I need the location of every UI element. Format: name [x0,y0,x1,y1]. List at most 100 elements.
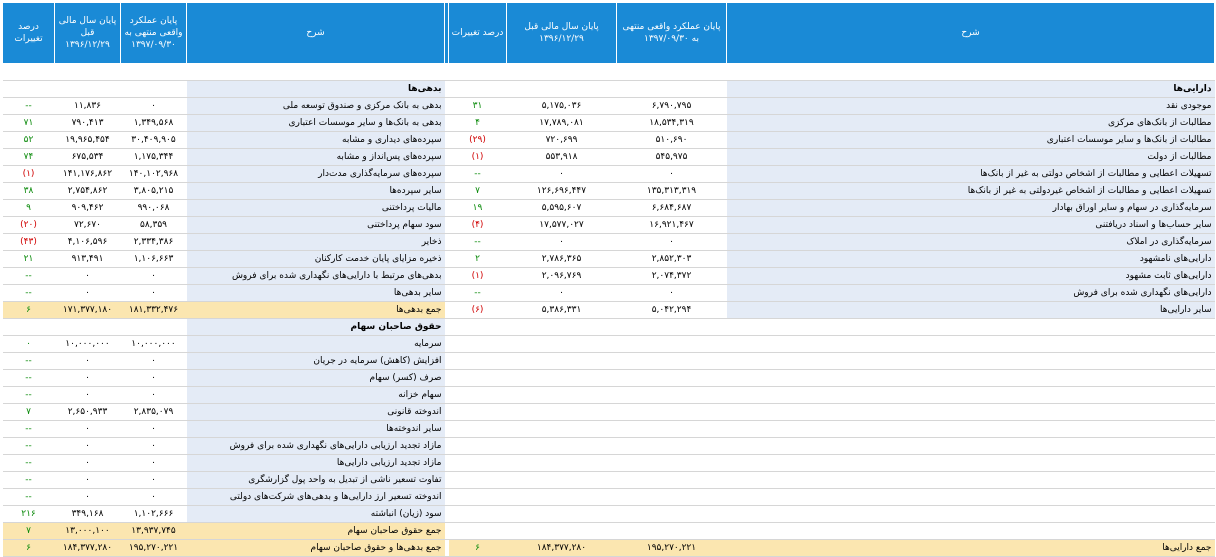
empty-cell [726,403,1215,421]
liability-current-value: ۰ [120,267,187,285]
empty-cell [616,420,727,438]
column-gap [444,216,449,234]
asset-current-value: ۵۴۵,۹۷۵ [616,148,727,166]
liability-current-value: ۱,۱۰۶,۶۶۳ [120,250,187,268]
column-gap [444,199,449,217]
asset-prior-value: ۰ [506,233,617,251]
liability-current-value: ۰ [120,454,187,472]
empty-cell [120,63,187,81]
liability-label: تفاوت تسعیر ناشی از تبدیل به واحد پول گز… [186,471,445,489]
empty-cell [448,80,507,98]
empty-cell [616,318,727,336]
column-gap [444,80,449,98]
column-gap [444,284,449,302]
empty-cell [54,318,121,336]
liabilities-section-title: حقوق صاحبان سهام [186,318,445,336]
empty-cell [616,471,727,489]
liability-prior-value: ۰ [54,352,121,370]
liability-label: اندوخته تسعیر ارز دارایی‌ها و بدهی‌های ش… [186,488,445,506]
asset-change-percent: ۶ [448,539,507,557]
empty-cell [726,63,1215,81]
liability-change-percent: -- [2,97,55,115]
liability-prior-value: ۱۰,۰۰۰,۰۰۰ [54,335,121,353]
liability-prior-value: ۰ [54,267,121,285]
table-body: دارایی‌ها بدهی‌ها موجودی نقد ۶,۷۹۰,۷۹۵ ۵,۱۷۵… [2,63,1215,557]
liability-prior-value: ۰ [54,284,121,302]
empty-cell [726,352,1215,370]
liability-label: ذخایر [186,233,445,251]
empty-cell [616,403,727,421]
liabilities-desc-header: شرح [186,2,445,64]
asset-label: دارایی‌های نامشهود [726,250,1215,268]
liability-label: سپرده‌های پس‌انداز و مشابه [186,148,445,166]
empty-cell [448,505,507,523]
asset-label: مطالبات از دولت [726,148,1215,166]
column-gap [444,369,449,387]
liability-current-value: ۱۹۵,۲۷۰,۲۲۱ [120,539,187,557]
empty-cell [616,352,727,370]
asset-current-value: ۱۳۵,۳۱۳,۳۱۹ [616,182,727,200]
empty-cell [120,80,187,98]
empty-cell [448,522,507,540]
asset-change-percent: -- [448,165,507,183]
column-gap [444,182,449,200]
liability-prior-value: ۰ [54,369,121,387]
liability-change-percent: -- [2,267,55,285]
table-row: دارایی‌های ثابت مشهود ۲,۰۷۴,۳۷۲ ۲,۰۹۶,۷۶۹(… [2,267,1215,285]
liability-change-percent: -- [2,488,55,506]
liability-prior-value: ۷۹۰,۴۱۳ [54,114,121,132]
empty-cell [506,437,617,455]
asset-prior-value: ۷۲۰,۶۹۹ [506,131,617,149]
empty-cell [616,80,727,98]
liability-current-value: ۳,۸۰۵,۲۱۵ [120,182,187,200]
table-row: سرمایه‌گذاری در سهام و سایر اوراق بهادار… [2,199,1215,217]
column-gap [444,352,449,370]
empty-cell [448,488,507,506]
liability-prior-value: ۰ [54,437,121,455]
asset-current-value: ۱۹۵,۲۷۰,۲۲۱ [616,539,727,557]
column-gap [444,522,449,540]
asset-prior-value: ۵۵۳,۹۱۸ [506,148,617,166]
empty-cell [506,386,617,404]
table-row: سایر اندوخته‌ها ۰ ۰ -- [2,420,1215,438]
empty-cell [506,522,617,540]
table-row: دارایی‌های نامشهود ۲,۸۵۲,۳۰۳ ۲,۷۸۶,۳۶۵ ۲ ذخی… [2,250,1215,268]
column-gap [444,403,449,421]
asset-current-value: ۰ [616,284,727,302]
asset-prior-value: ۵,۱۷۵,۰۳۶ [506,97,617,115]
liability-prior-value: ۰ [54,488,121,506]
liability-change-percent: ۹ [2,199,55,217]
liability-current-value: ۱,۱۰۲,۶۶۶ [120,505,187,523]
table-row: اندوخته تسعیر ارز دارایی‌ها و بدهی‌های ش… [2,488,1215,506]
assets-change-header: درصد تغییرات [448,2,507,64]
asset-current-value: ۵,۰۴۲,۲۹۴ [616,301,727,319]
liability-change-percent: ۲۱۶ [2,505,55,523]
asset-current-value: ۶,۶۸۴,۶۸۷ [616,199,727,217]
asset-current-value: ۶,۷۹۰,۷۹۵ [616,97,727,115]
liability-prior-value: ۱۱,۸۳۶ [54,97,121,115]
column-gap [444,539,449,557]
asset-prior-value: ۲,۰۹۶,۷۶۹ [506,267,617,285]
liability-change-percent: ۵۲ [2,131,55,149]
liability-label: بدهی‌های مرتبط با دارایی‌های نگهداری شده… [186,267,445,285]
asset-prior-value: ۵,۳۸۶,۳۳۱ [506,301,617,319]
liabilities-change-header: درصد تغییرات [2,2,55,64]
liability-label: صرف (کسر) سهام [186,369,445,387]
empty-cell [448,471,507,489]
empty-cell [448,352,507,370]
asset-change-percent: (۶) [448,301,507,319]
column-gap [444,437,449,455]
table-row: سهام خزانه ۰ ۰ -- [2,386,1215,404]
column-gap [444,386,449,404]
liability-prior-value: ۱۳,۰۰۰,۱۰۰ [54,522,121,540]
table-row: حقوق صاحبان سهام [2,318,1215,336]
liability-prior-value: ۳۴۹,۱۶۸ [54,505,121,523]
empty-cell [506,454,617,472]
column-gap [444,318,449,336]
liability-current-value: ۵۸,۳۵۹ [120,216,187,234]
liability-current-value: ۱۰,۰۰۰,۰۰۰ [120,335,187,353]
liability-label: مازاد تجدید ارزیابی دارایی‌ها [186,454,445,472]
empty-cell [506,403,617,421]
table-row: جمع حقوق صاحبان سهام ۱۳,۹۳۷,۷۴۵ ۱۳,۰۰۰,۱۰۰… [2,522,1215,540]
